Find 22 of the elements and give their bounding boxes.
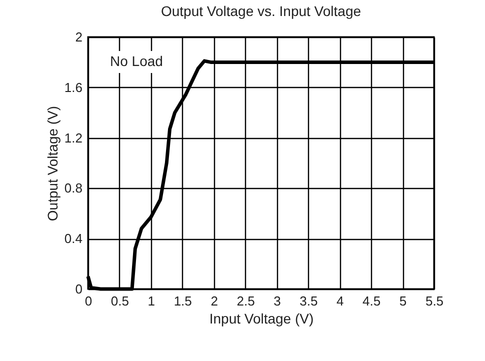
y-tick-label: 2 bbox=[75, 30, 82, 44]
y-axis-title: Output Voltage (V) bbox=[44, 106, 60, 222]
x-tick-label: 1 bbox=[148, 294, 156, 308]
x-tick-label: 4 bbox=[336, 294, 344, 308]
y-tick-label: 0.8 bbox=[64, 180, 82, 196]
chart-title: Output Voltage vs. Input Voltage bbox=[160, 3, 362, 19]
x-tick-label: 0.5 bbox=[110, 294, 129, 308]
x-tick-label: 3 bbox=[274, 294, 281, 308]
annotation: No Load bbox=[110, 53, 163, 69]
x-tick-label: 2.5 bbox=[236, 294, 255, 308]
x-tick-label: 2 bbox=[210, 294, 218, 308]
x-tick-label: 5.5 bbox=[425, 294, 444, 308]
y-tick-label: 1.2 bbox=[64, 130, 82, 146]
y-tick-label: 0.4 bbox=[64, 231, 82, 246]
x-axis-title: Input Voltage (V) bbox=[209, 310, 314, 326]
x-tick-label: 4.5 bbox=[362, 294, 381, 308]
x-tick-label: 5 bbox=[399, 294, 407, 308]
x-tick-label: 1.5 bbox=[174, 294, 192, 308]
x-tick-label: 0 bbox=[84, 294, 92, 308]
x-tick-label: 3.5 bbox=[300, 294, 318, 308]
y-tick-label: 1.6 bbox=[64, 80, 82, 95]
y-tick-label: 0 bbox=[75, 282, 82, 296]
